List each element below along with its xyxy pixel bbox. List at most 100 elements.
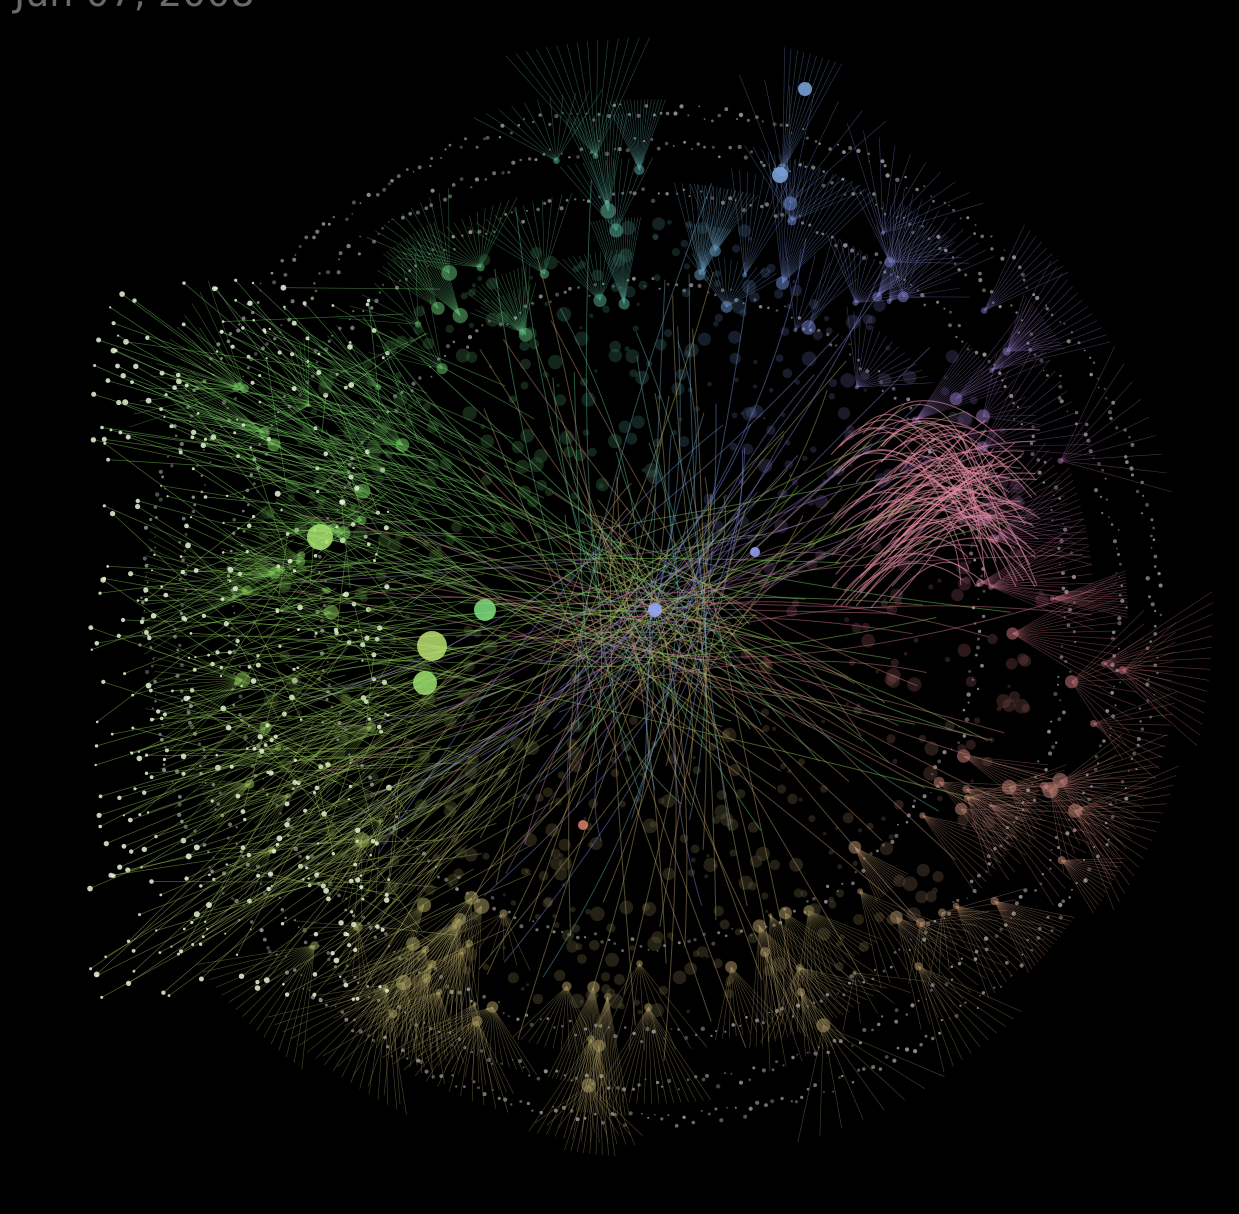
- edge: [1006, 334, 1056, 352]
- ring-node: [576, 113, 579, 115]
- edge: [199, 291, 245, 389]
- inner-node: [801, 351, 817, 367]
- edge: [955, 905, 1030, 959]
- ring-node: [191, 839, 194, 842]
- cluster-node: [117, 864, 123, 870]
- edge: [572, 987, 594, 1083]
- ring-node: [1130, 442, 1135, 447]
- cluster-node: [135, 498, 140, 504]
- edge: [132, 727, 349, 786]
- ring-node: [178, 540, 182, 544]
- ring-node: [439, 1074, 444, 1078]
- edge: [915, 347, 973, 421]
- edge: [582, 1085, 589, 1132]
- inner-node: [463, 660, 475, 672]
- edge: [854, 847, 902, 881]
- edge: [980, 539, 1062, 583]
- inner-node: [894, 598, 903, 607]
- inner-node: [692, 755, 696, 760]
- ring-node: [1125, 606, 1128, 609]
- edge: [449, 923, 457, 1035]
- edge: [222, 547, 419, 600]
- edge: [315, 987, 386, 1059]
- edge: [431, 234, 481, 268]
- hub-node: [562, 981, 572, 992]
- ring-node: [452, 340, 456, 344]
- edge: [440, 918, 461, 1009]
- ring-node: [297, 926, 300, 928]
- hub-node: [357, 515, 367, 525]
- hub-node: [1101, 660, 1107, 667]
- edge: [153, 664, 243, 681]
- edge: [939, 781, 1032, 814]
- inner-node: [254, 556, 268, 570]
- inner-node: [736, 789, 746, 799]
- ring-node: [543, 1069, 548, 1074]
- edge: [960, 808, 1037, 839]
- edge: [744, 187, 804, 276]
- edge: [392, 1013, 401, 1104]
- edge: [593, 987, 611, 1087]
- edge: [770, 915, 799, 1011]
- edge: [290, 987, 386, 1040]
- edge: [1006, 328, 1052, 352]
- edge: [1008, 786, 1038, 831]
- edge: [714, 190, 737, 252]
- ring-node: [188, 720, 192, 725]
- ring-node: [1149, 534, 1153, 538]
- cluster-node: [366, 298, 371, 303]
- ring-node: [422, 851, 426, 856]
- inner-node: [625, 432, 638, 445]
- ring-node: [1060, 645, 1063, 648]
- ring-node: [457, 990, 462, 995]
- edge: [729, 966, 732, 1038]
- edge: [808, 910, 864, 952]
- ring-node: [656, 1080, 660, 1085]
- edge: [1060, 780, 1149, 799]
- edge: [237, 735, 498, 797]
- cluster-node: [164, 748, 169, 753]
- ring-node: [954, 1013, 959, 1019]
- edge: [609, 100, 640, 171]
- cluster-node: [140, 866, 143, 869]
- ring-node: [953, 262, 957, 266]
- ring-node: [519, 924, 524, 929]
- cluster-node: [132, 969, 136, 973]
- edge: [602, 219, 625, 304]
- inner-node: [720, 812, 734, 827]
- edge: [153, 515, 320, 617]
- ring-node: [448, 194, 453, 199]
- edge: [328, 704, 463, 900]
- ring-node: [1011, 911, 1016, 916]
- ring-node: [1058, 497, 1061, 500]
- ring-node: [1028, 348, 1032, 352]
- curve-edge: [391, 500, 911, 594]
- ring-node: [529, 1022, 534, 1027]
- inner-node: [589, 837, 603, 850]
- edge: [1043, 785, 1116, 858]
- edge: [808, 910, 813, 980]
- inner-node: [871, 541, 882, 553]
- ring-node: [304, 235, 309, 240]
- edge: [726, 273, 777, 308]
- edge: [160, 679, 243, 708]
- ring-node: [510, 1103, 513, 1106]
- edge: [990, 586, 1094, 593]
- ring-node: [749, 150, 754, 154]
- ring-node: [976, 637, 980, 641]
- edge: [955, 905, 1046, 941]
- edge: [606, 1007, 649, 1102]
- inner-node: [954, 392, 960, 398]
- ring-node: [1059, 655, 1064, 659]
- ring-node: [338, 258, 340, 261]
- ring-node: [1018, 895, 1023, 899]
- inner-node: [692, 766, 701, 775]
- ring-node: [1113, 685, 1115, 688]
- edge: [151, 570, 394, 661]
- ring-node: [144, 525, 148, 530]
- edge: [1012, 633, 1113, 687]
- ring-node: [980, 574, 983, 578]
- ring-node: [376, 193, 380, 197]
- ring-node: [424, 206, 429, 211]
- edge: [855, 276, 902, 303]
